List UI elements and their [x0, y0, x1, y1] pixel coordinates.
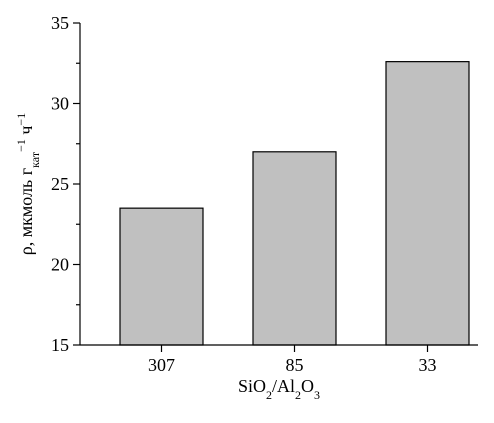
- label-part: −1: [14, 113, 28, 126]
- x-axis-label: SiO2/Al2O3: [238, 376, 320, 402]
- y-tick-label: 20: [51, 255, 69, 275]
- bar: [119, 207, 204, 346]
- y-tick-label: 30: [51, 94, 69, 114]
- label-part: ρ, мкмоль г: [16, 168, 36, 255]
- label-part: ч: [16, 126, 36, 140]
- x-tick-label: 85: [286, 355, 304, 375]
- label-part: O: [301, 376, 314, 396]
- bar: [385, 61, 470, 346]
- y-tick-label: 25: [51, 174, 69, 194]
- label-part: кат: [28, 151, 42, 168]
- label-part: 3: [314, 388, 320, 402]
- label-part: SiO: [238, 376, 266, 396]
- y-tick-label: 15: [51, 335, 69, 355]
- x-tick-label: 33: [419, 355, 437, 375]
- y-tick-label: 35: [51, 13, 69, 33]
- y-axis-label: ρ, мкмоль гкат−1 ч−1: [14, 113, 42, 255]
- label-part: −1: [14, 139, 28, 152]
- label-part: 2: [266, 388, 272, 402]
- label-part: /Al: [272, 376, 295, 396]
- bar: [252, 151, 337, 346]
- label-part: 2: [295, 388, 301, 402]
- x-tick-label: 307: [148, 355, 175, 375]
